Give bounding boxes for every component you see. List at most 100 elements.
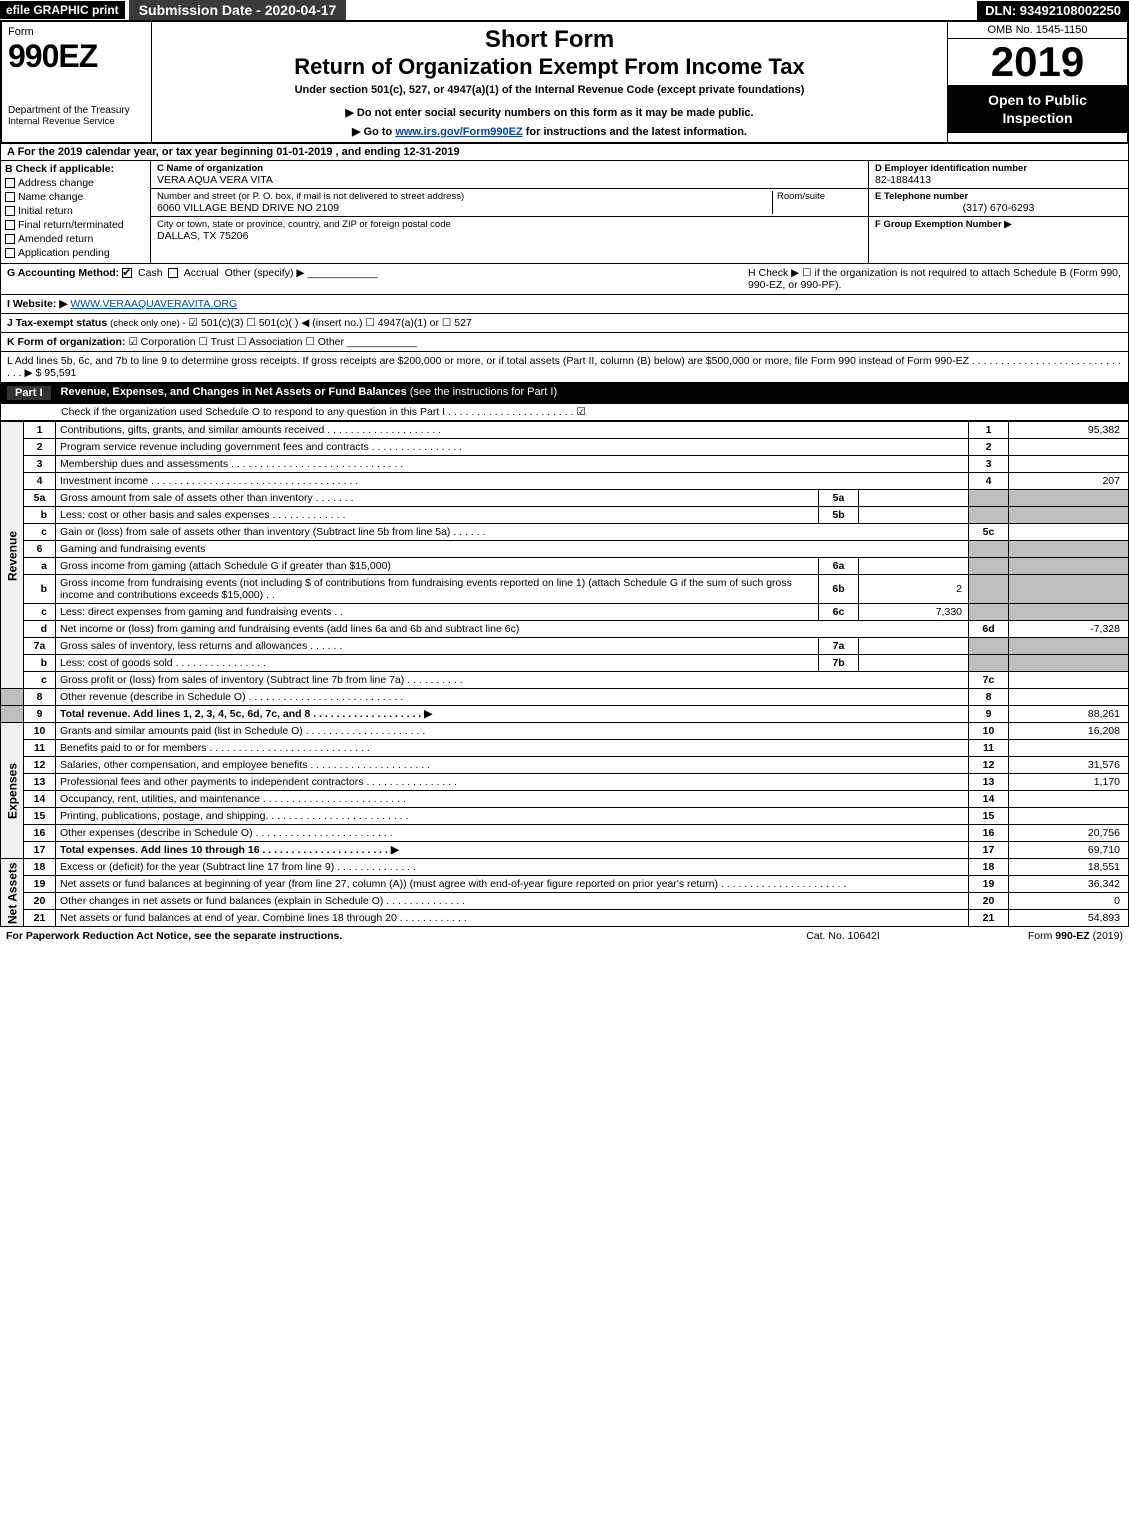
phone-label: E Telephone number (875, 191, 1122, 202)
ln-endval: 36,342 (1009, 876, 1129, 893)
line-5a: 5a Gross amount from sale of assets othe… (1, 490, 1129, 507)
check-address-change[interactable]: Address change (5, 177, 146, 189)
ln-endno: 16 (969, 825, 1009, 842)
side-spacer (1, 706, 24, 723)
group-exemption-row: F Group Exemption Number ▶ (869, 217, 1128, 232)
line-6: 6 Gaming and fundraising events (1, 541, 1129, 558)
header-left: Form 990EZ Department of the Treasury In… (2, 22, 152, 142)
header-right: OMB No. 1545-1150 2019 Open to Public In… (947, 22, 1127, 142)
ln-endno: 6d (969, 621, 1009, 638)
other-label: Other (specify) ▶ (225, 267, 305, 279)
ln-midno: 6b (819, 575, 859, 604)
j-options: ☑ 501(c)(3) ☐ 501(c)( ) ◀ (insert no.) ☐… (189, 317, 472, 329)
ln-endno: 10 (969, 723, 1009, 740)
line-19: 19 Net assets or fund balances at beginn… (1, 876, 1129, 893)
shaded-cell (969, 558, 1009, 575)
ln-no: 3 (24, 456, 56, 473)
do-not-text: ▶ Do not enter social security numbers o… (160, 106, 939, 119)
part1-label: Part I (7, 386, 51, 400)
ln-endval: 95,382 (1009, 422, 1129, 439)
ln-endval: 31,576 (1009, 757, 1129, 774)
submission-date: Submission Date - 2020-04-17 (129, 0, 347, 20)
efile-label[interactable]: efile GRAPHIC print (0, 1, 125, 19)
ln-midno: 6a (819, 558, 859, 575)
ln-no: 13 (24, 774, 56, 791)
netassets-side-label: Net Assets (1, 859, 24, 927)
inspection-label: Open to Public Inspection (948, 85, 1127, 133)
ln-no: b (24, 575, 56, 604)
short-form-title: Short Form (160, 26, 939, 54)
city-label: City or town, state or province, country… (157, 219, 862, 230)
ln-no: 15 (24, 808, 56, 825)
ln-endval: 54,893 (1009, 910, 1129, 927)
dln-label: DLN: 93492108002250 (977, 1, 1129, 20)
goto-link[interactable]: www.irs.gov/Form990EZ (395, 126, 522, 138)
line-7a: 7a Gross sales of inventory, less return… (1, 638, 1129, 655)
accrual-label: Accrual (184, 267, 219, 279)
goto-text: ▶ Go to www.irs.gov/Form990EZ for instru… (160, 125, 939, 138)
ln-desc: Net assets or fund balances at end of ye… (56, 910, 969, 927)
k-options: ☑ Corporation ☐ Trust ☐ Association ☐ Ot… (128, 336, 344, 348)
website-link[interactable]: WWW.VERAAQUAVERAVITA.ORG (70, 298, 237, 310)
ln-desc: Salaries, other compensation, and employ… (56, 757, 969, 774)
chk-label: Final return/terminated (18, 219, 124, 231)
check-final-return[interactable]: Final return/terminated (5, 219, 146, 231)
line-6d: d Net income or (loss) from gaming and f… (1, 621, 1129, 638)
line-20: 20 Other changes in net assets or fund b… (1, 893, 1129, 910)
footer-right: Form 990-EZ (2019) (943, 930, 1123, 942)
check-cash[interactable] (122, 268, 132, 278)
shaded-cell (969, 575, 1009, 604)
row-l-gross-receipts: L Add lines 5b, 6c, and 7b to line 9 to … (0, 352, 1129, 383)
header-middle: Short Form Return of Organization Exempt… (152, 22, 947, 142)
ln-desc: Gross income from gaming (attach Schedul… (56, 558, 819, 575)
footer-left: For Paperwork Reduction Act Notice, see … (6, 930, 743, 942)
ln-midval: 7,330 (859, 604, 969, 621)
line-9: 9 Total revenue. Add lines 1, 2, 3, 4, 5… (1, 706, 1129, 723)
ln-no: 4 (24, 473, 56, 490)
accounting-method: G Accounting Method: Cash Accrual Other … (7, 267, 742, 291)
col-b-title: B Check if applicable: (5, 163, 146, 175)
ln-desc: Excess or (deficit) for the year (Subtra… (56, 859, 969, 876)
line-7c: c Gross profit or (loss) from sales of i… (1, 672, 1129, 689)
line-5b: b Less: cost or other basis and sales ex… (1, 507, 1129, 524)
ln-no: 6 (24, 541, 56, 558)
ln-midval (859, 490, 969, 507)
line-4: 4 Investment income . . . . . . . . . . … (1, 473, 1129, 490)
column-de: D Employer identification number 82-1884… (868, 161, 1128, 263)
ln-no: 19 (24, 876, 56, 893)
ln-endno: 21 (969, 910, 1009, 927)
ln-desc: Printing, publications, postage, and shi… (56, 808, 969, 825)
goto-post: for instructions and the latest informat… (523, 126, 747, 138)
check-application-pending[interactable]: Application pending (5, 247, 146, 259)
k-label: K Form of organization: (7, 336, 125, 348)
check-initial-return[interactable]: Initial return (5, 205, 146, 217)
ln-no: 20 (24, 893, 56, 910)
ein-value: 82-1884413 (875, 174, 1122, 186)
check-amended-return[interactable]: Amended return (5, 233, 146, 245)
ln-midval (859, 507, 969, 524)
chk-label: Application pending (18, 247, 110, 259)
ln-endval (1009, 791, 1129, 808)
cash-label: Cash (138, 267, 163, 279)
line-12: 12 Salaries, other compensation, and emp… (1, 757, 1129, 774)
shaded-cell (1009, 490, 1129, 507)
check-name-change[interactable]: Name change (5, 191, 146, 203)
ln-endno: 19 (969, 876, 1009, 893)
org-name-row: C Name of organization VERA AQUA VERA VI… (151, 161, 868, 189)
footer-center: Cat. No. 10642I (743, 930, 943, 942)
return-title: Return of Organization Exempt From Incom… (160, 54, 939, 80)
ln-endno: 1 (969, 422, 1009, 439)
shaded-cell (1009, 541, 1129, 558)
ln-endno: 18 (969, 859, 1009, 876)
footer-form-no: 990-EZ (1055, 930, 1089, 942)
ln-endval: 16,208 (1009, 723, 1129, 740)
ln-desc: Net income or (loss) from gaming and fun… (56, 621, 969, 638)
check-accrual[interactable] (168, 268, 178, 278)
ein-label: D Employer identification number (875, 163, 1122, 174)
ln-endno: 15 (969, 808, 1009, 825)
city-row: City or town, state or province, country… (151, 217, 868, 244)
column-b: B Check if applicable: Address change Na… (1, 161, 151, 263)
ln-no: c (24, 524, 56, 541)
ein-row: D Employer identification number 82-1884… (869, 161, 1128, 189)
group-exemption-label: F Group Exemption Number ▶ (875, 219, 1122, 230)
